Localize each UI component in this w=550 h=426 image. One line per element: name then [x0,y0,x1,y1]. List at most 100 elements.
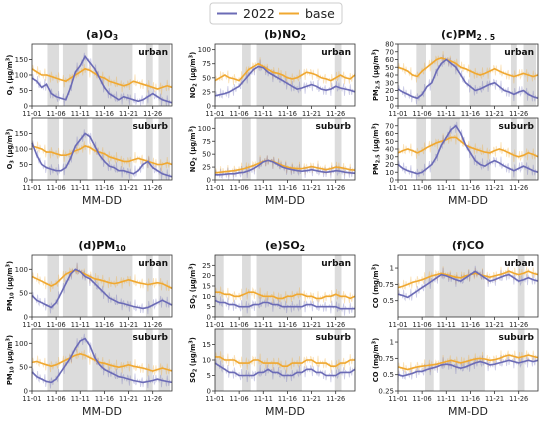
y-axis-label-subscript: 10 [10,292,16,299]
x-tick-label: 11-06 [413,184,432,192]
series-2022-line [31,132,173,178]
x-tick-label: 11-11 [437,321,456,329]
shaded-period [334,118,342,180]
series-base-line [397,57,539,78]
x-tick-label: 11-16 [278,110,297,118]
series-2022-line [214,65,356,97]
y-tick-label: 0 [390,103,394,111]
x-tick-label: 11-01 [205,110,224,118]
shaded-period [145,118,153,180]
y-tick-label: 30 [385,153,394,161]
subplot-urban: 0.5 0.75 1 urban CO (mg/m3) 11-01 11-06 11-11 11… [372,254,539,329]
x-axis-title: MM-DD [265,405,305,418]
x-tick-label: 11-16 [461,395,480,403]
x-tick-label: 11-01 [205,395,224,403]
x-tick-label: 11-16 [278,184,297,192]
x-tick-label: 11-06 [413,321,432,329]
y-tick-label: 5 [207,303,211,311]
legend-label-base: base [305,6,335,21]
x-tick-label: 11-01 [388,184,407,192]
y-tick-label: 15 [202,341,211,349]
x-tick-label: 11-01 [22,321,41,329]
y-axis-label-close: ) [189,126,197,129]
y-tick-label: 25 [202,88,211,96]
y-tick-label: 0.75 [378,281,394,289]
shaded-period [523,118,537,180]
shaded-period [47,118,60,180]
subplot-label: suburb [133,333,169,343]
y-axis-label-unit: (mg/m [372,344,380,371]
x-tick-label: 11-21 [302,321,321,329]
y-tick-label: 50 [19,87,28,95]
panel-title-main: (f)CO [452,239,484,252]
y-tick-label: 150 [15,130,28,138]
shaded-period [256,44,302,106]
x-tick-label: 11-06 [47,321,66,329]
y-tick-label: 20 [385,161,394,169]
shaded-period [158,329,171,391]
shaded-period [92,329,133,391]
series-2022-line [214,299,355,310]
x-tick-label: 11-16 [95,184,114,192]
y-axis-label: O3 (μg/m3) [6,129,16,170]
y-tick-label: 0 [24,177,28,185]
y-axis-label: O3 (μg/m3) [6,55,16,96]
y-tick-label: 75 [202,138,211,146]
y-tick-label: 0 [24,388,28,396]
series-base-line [215,356,355,367]
y-axis-label-superscript: 3 [372,52,378,56]
axes-frame [31,328,173,392]
x-tick-label: 11-06 [47,184,66,192]
y-axis-label-superscript: 3 [189,128,195,132]
y-axis-label-base: PM [6,373,14,385]
y-tick-label: 50 [385,138,394,146]
y-tick-label: 0.5 [383,371,394,379]
x-tick-label: 11-26 [326,395,345,403]
subplot-label: urban [321,259,351,269]
series-base-line [31,269,173,290]
shaded-period [215,255,224,317]
shaded-period [158,255,171,317]
x-axis-title: MM-DD [448,194,488,207]
x-tick-label: 11-01 [388,321,407,329]
x-tick-label: 11-11 [254,395,273,403]
y-tick-label: 10 [385,169,394,177]
y-tick-label: 20 [385,87,394,95]
y-tick-label: 100 [15,340,28,348]
x-axis-title: MM-DD [82,194,122,207]
panel-title-main: (a)O [86,28,113,41]
y-axis-label-close: ) [372,264,380,267]
series-base-line [31,352,173,372]
series-base-line [214,159,356,174]
y-axis-label-superscript: 3 [189,266,195,270]
shaded-period [416,44,426,106]
x-tick-label: 11-21 [119,395,138,403]
x-tick-label: 11-11 [254,184,273,192]
x-tick-label: 11-11 [437,184,456,192]
y-axis-label-base: PM [372,89,380,101]
x-axis-title: MM-DD [82,405,122,418]
y-axis-label-superscript: 3 [372,126,378,130]
x-tick-label: 11-21 [119,184,138,192]
series-2022-line [31,54,173,104]
x-tick-label: 11-11 [71,321,90,329]
y-tick-label: 100 [15,72,28,80]
shaded-period [510,44,517,106]
shaded-period [92,118,133,180]
legend-label-2022: 2022 [243,6,275,21]
x-tick-label: 11-26 [326,110,345,118]
subplot-suburb: 0 50 100 suburb PM10 (μg/m3) 11-01 11-06 11-11 1… [6,328,173,403]
y-tick-label: 25 [202,164,211,172]
x-tick-label: 11-01 [388,110,407,118]
x-tick-label: 11-11 [254,110,273,118]
panel-title: (e)SO2 [265,239,305,253]
panel-title-subscript: 2 . 5 [477,33,496,42]
